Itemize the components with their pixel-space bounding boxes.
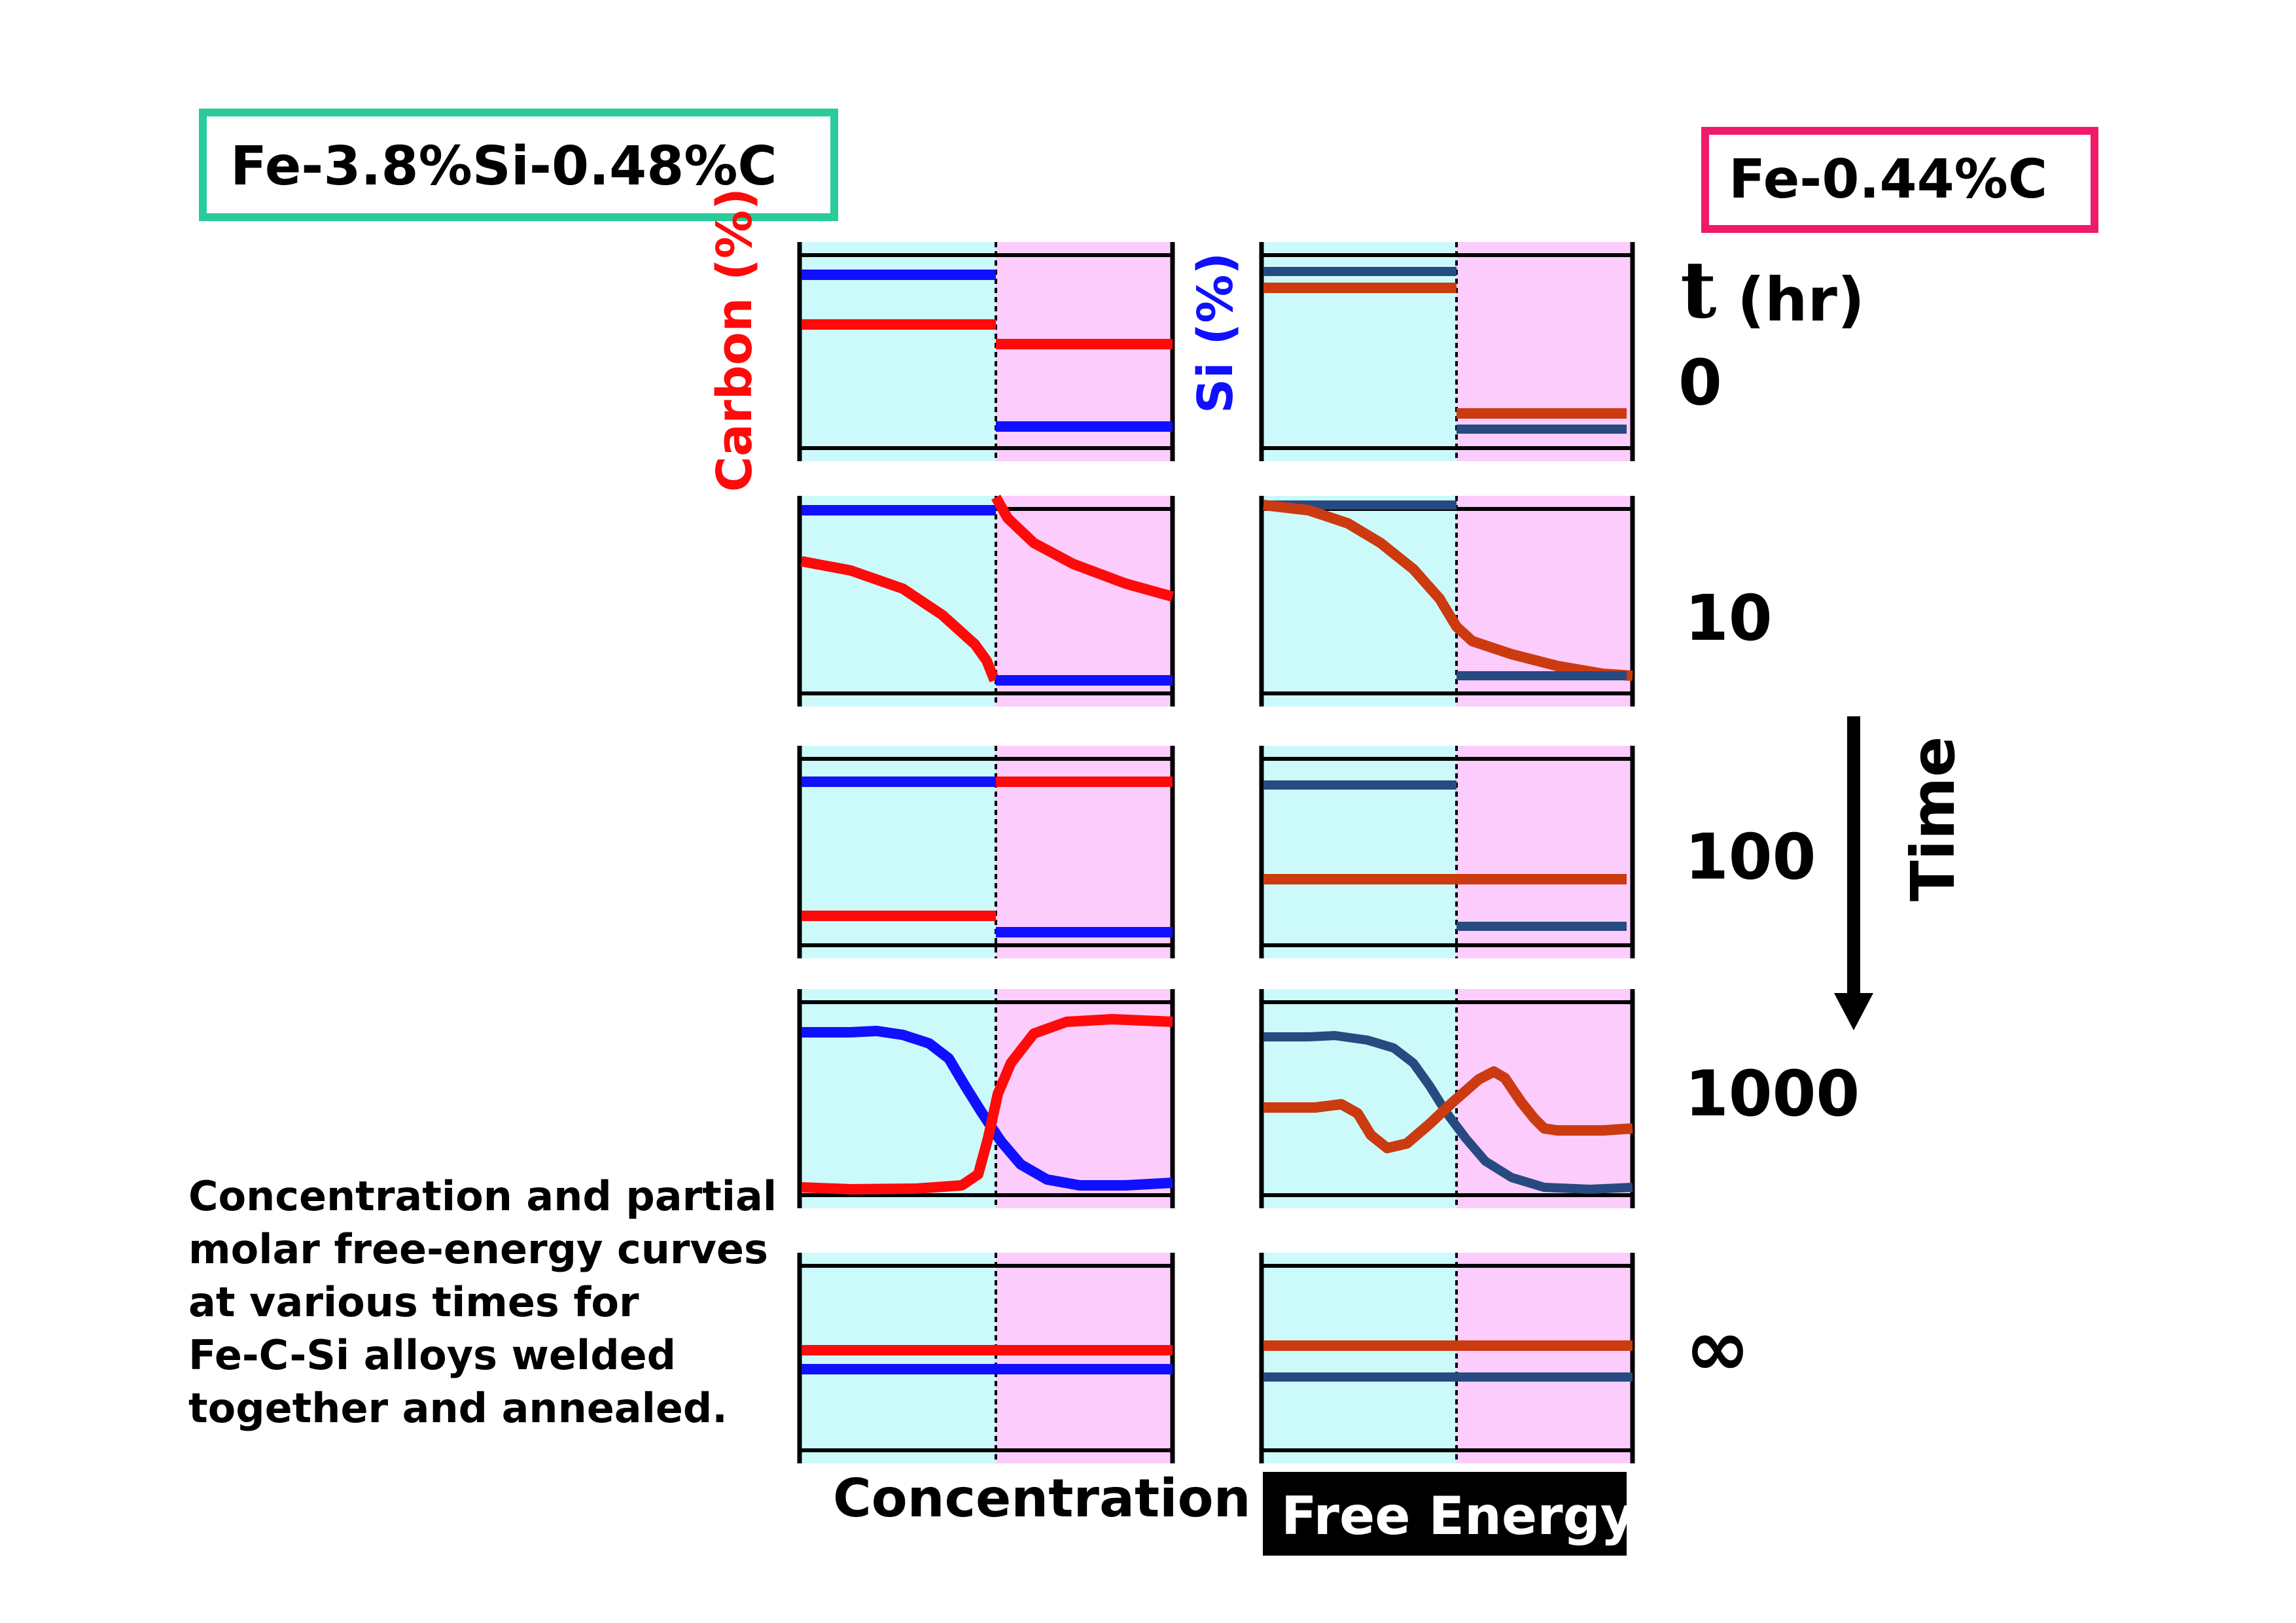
time-value-100: 100 xyxy=(1685,820,1816,894)
caption-line-5: together and annealed. xyxy=(188,1384,728,1432)
right-region-bg xyxy=(1457,1253,1633,1463)
time-arrow: Time xyxy=(1834,716,1968,1030)
carbon-curve xyxy=(801,1014,1173,1195)
free-energy-label-box: Free Energy xyxy=(1263,1472,1634,1556)
panels-grid xyxy=(797,242,1635,1463)
panel-conc-row-3 xyxy=(797,746,1175,958)
si-curve xyxy=(1263,1031,1633,1194)
carbon-curve xyxy=(1263,500,1633,681)
time-arrow-shaft xyxy=(1847,716,1860,1001)
left-region-bg xyxy=(800,989,996,1208)
panel-conc-row-2 xyxy=(797,495,1175,707)
right-alloy-box xyxy=(1701,127,2098,233)
panel-fe-row-3 xyxy=(1259,746,1635,958)
left-region-bg xyxy=(1262,1253,1457,1463)
left-alloy-label: Fe-3.8%Si-0.48%C xyxy=(199,109,838,221)
time-value-0: 0 xyxy=(1678,346,1722,419)
panel-fe-row-5 xyxy=(1259,1253,1635,1463)
carbon-axis-label: Carbon (%) xyxy=(707,188,763,492)
left-region-bg xyxy=(800,496,996,707)
free-energy-label: Free Energy xyxy=(1281,1486,1634,1546)
left-alloy-box xyxy=(199,109,838,221)
left-alloy-text: Fe-3.8%Si-0.48%C xyxy=(230,135,777,198)
carbon-curve xyxy=(991,495,1174,602)
panel-conc-row-4 xyxy=(797,989,1175,1208)
caption-line-2: molar free-energy curves xyxy=(188,1225,768,1273)
free-energy-bg xyxy=(1263,1472,1627,1556)
caption: Concentration and partial molar free-ene… xyxy=(188,1172,777,1432)
left-region-bg xyxy=(1262,242,1457,461)
time-value-1000: 1000 xyxy=(1685,1057,1860,1130)
time-unit-label: (hr) xyxy=(1737,265,1865,335)
right-alloy-label: Fe-0.44%C xyxy=(1701,127,2098,233)
time-value-10: 10 xyxy=(1685,582,1773,655)
time-value-infinity: ∞ xyxy=(1685,1303,1750,1394)
carbon-curve xyxy=(1263,1066,1633,1153)
right-region-bg xyxy=(996,1253,1173,1463)
left-region-bg xyxy=(800,1253,996,1463)
right-alloy-text: Fe-0.44%C xyxy=(1729,148,2047,211)
si-axis-label: Si (%) xyxy=(1188,253,1244,413)
time-arrow-label: Time xyxy=(1898,736,1968,901)
panel-fe-row-2 xyxy=(1259,496,1635,707)
panel-fe-row-4 xyxy=(1259,989,1635,1208)
left-region-bg xyxy=(1262,746,1457,958)
time-t-label: t xyxy=(1680,244,1716,336)
carbon-curve xyxy=(800,556,1000,682)
time-arrow-head xyxy=(1834,993,1873,1030)
left-region-bg xyxy=(1262,989,1457,1208)
si-curve xyxy=(802,1026,1173,1191)
panel-fe-row-1 xyxy=(1259,242,1635,461)
panel-conc-row-5 xyxy=(797,1253,1175,1463)
caption-line-1: Concentration and partial xyxy=(188,1172,777,1220)
caption-line-3: at various times for xyxy=(188,1278,639,1326)
caption-line-4: Fe-C-Si alloys welded xyxy=(188,1331,676,1379)
concentration-label: Concentration xyxy=(833,1468,1251,1529)
right-region-bg xyxy=(1457,989,1633,1208)
panel-conc-row-1 xyxy=(797,242,1175,461)
